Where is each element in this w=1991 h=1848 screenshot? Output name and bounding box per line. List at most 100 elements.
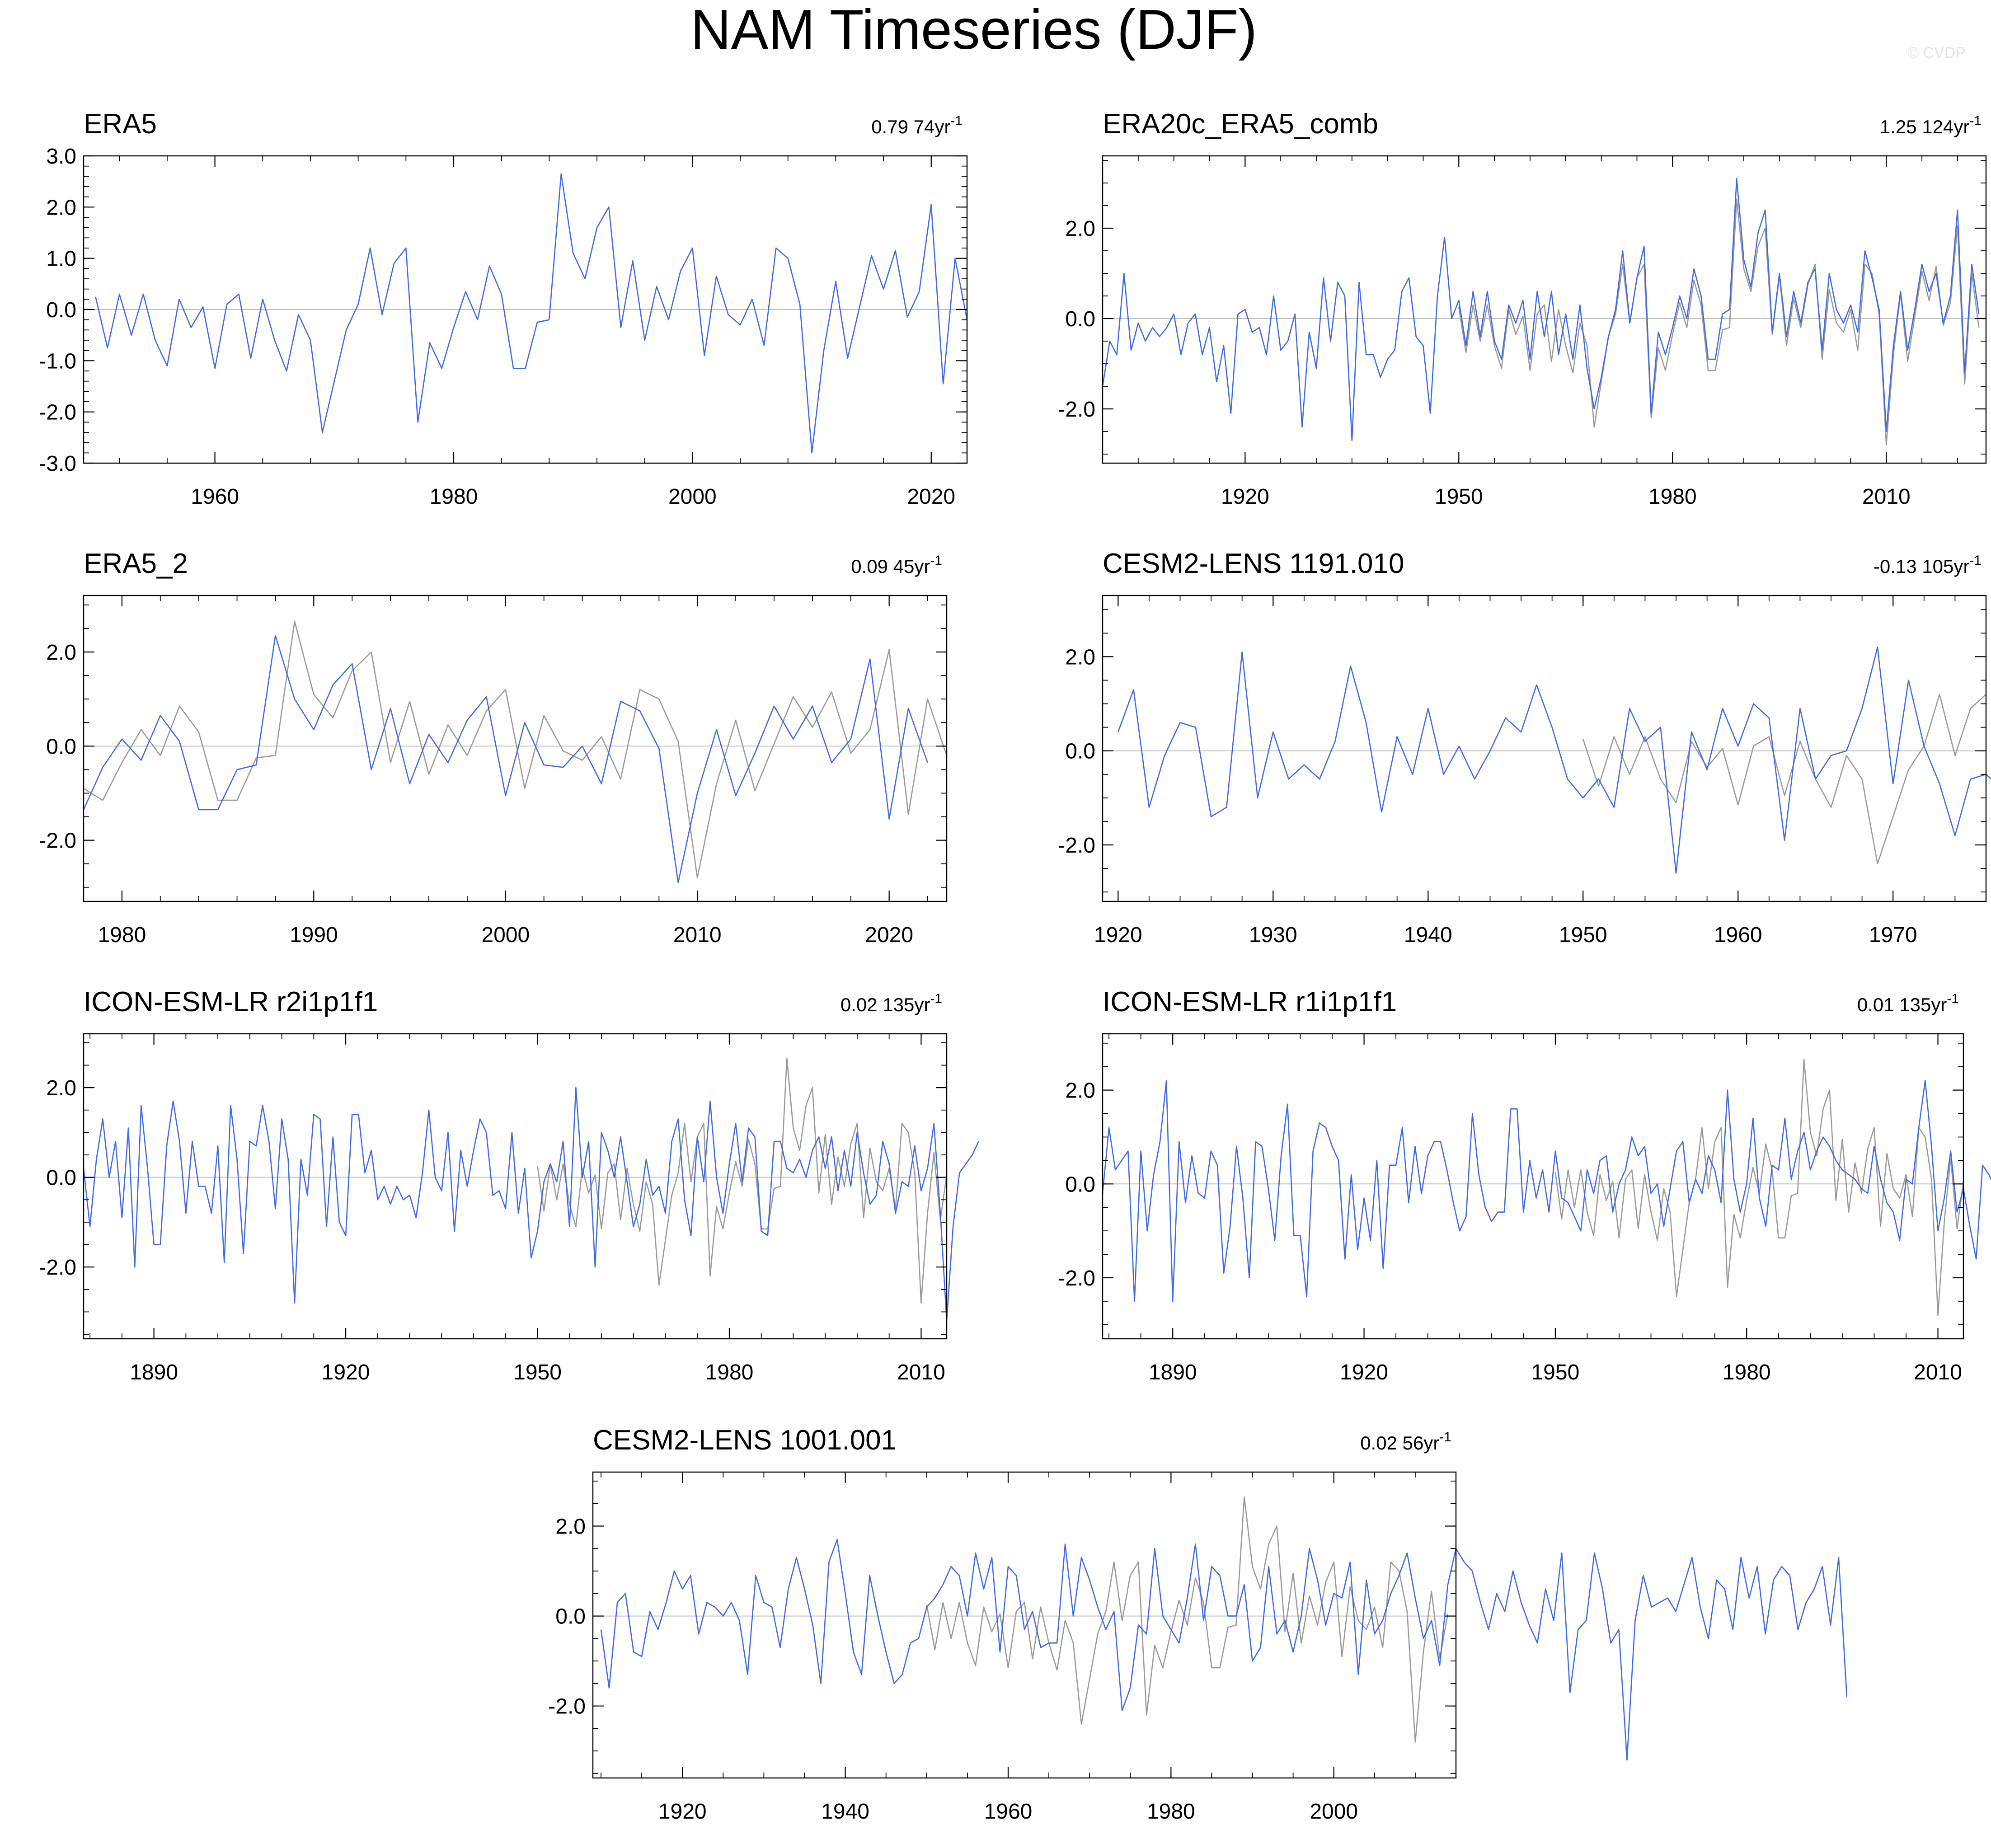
series-line-primary <box>1118 647 1991 874</box>
panel-title: ICON-ESM-LR r2i1p1f1 <box>84 986 378 1018</box>
y-tick-label: -2.0 <box>548 1695 586 1719</box>
x-tick-label: 1980 <box>1723 1360 1771 1384</box>
x-tick-label: 2020 <box>865 923 913 947</box>
y-tick-label: 2.0 <box>555 1515 586 1538</box>
series-line-secondary <box>537 1058 948 1304</box>
x-tick-label: 2010 <box>897 1360 945 1384</box>
x-tick-label: 1920 <box>322 1360 370 1384</box>
panel-stat: 1.25 124yr-1 <box>1880 113 1982 137</box>
plot-frame <box>592 1471 1457 1779</box>
y-tick-label: 0.0 <box>46 298 76 322</box>
plot-frame <box>83 595 948 902</box>
y-tick-label: 2.0 <box>46 641 76 665</box>
y-tick-label: 2.0 <box>1065 1079 1095 1103</box>
x-tick-label: 1890 <box>130 1360 178 1384</box>
y-tick-label: 2.0 <box>46 1076 76 1100</box>
x-tick-label: 1920 <box>1221 485 1269 509</box>
panel-stat: 0.02 56yr-1 <box>1360 1430 1451 1454</box>
y-tick-label: 0.0 <box>1065 1173 1095 1196</box>
x-tick-label: 1890 <box>1149 1360 1197 1384</box>
y-tick-label: 0.0 <box>46 1166 76 1190</box>
x-tick-label: 1940 <box>821 1800 869 1824</box>
y-tick-label: 3.0 <box>46 145 76 169</box>
y-tick-label: -2.0 <box>1058 398 1095 422</box>
chart-panel: 2.0 0.0 -2.0 1890 1920 1950 1980 2010 ICON-ESM-L… <box>1058 986 1991 1384</box>
series-line-primary <box>1102 178 1980 441</box>
panel-stat: 0.79 74yr-1 <box>871 113 963 137</box>
x-tick-label: 1930 <box>1249 923 1297 947</box>
y-tick-label: -2.0 <box>1058 1266 1095 1290</box>
x-tick-label: 1970 <box>1869 923 1917 947</box>
x-tick-label: 1980 <box>1648 485 1697 509</box>
x-tick-label: 1920 <box>1094 923 1142 947</box>
x-tick-label: 2010 <box>1862 485 1911 509</box>
series-line-secondary <box>1582 694 1986 864</box>
series-line-primary <box>83 1087 979 1322</box>
x-tick-label: 1950 <box>513 1360 562 1384</box>
y-tick-label: 1.0 <box>46 247 76 271</box>
y-tick-label: -3.0 <box>39 452 76 476</box>
y-tick-label: -1.0 <box>39 349 76 373</box>
series-line-primary <box>600 1539 1848 1761</box>
y-tick-label: 0.0 <box>46 735 76 759</box>
y-tick-label: 2.0 <box>46 196 76 220</box>
x-tick-label: 1980 <box>705 1360 754 1384</box>
x-tick-label: 2020 <box>907 485 955 509</box>
panel-stat: 0.02 135yr-1 <box>841 991 942 1015</box>
plot-frame <box>83 1033 948 1340</box>
y-tick-label: -2.0 <box>39 401 76 425</box>
plot-frame <box>1102 595 1987 902</box>
panel-title: CESM2-LENS 1191.010 <box>1103 548 1404 579</box>
chart-panel: 3.0 2.0 1.0 0.0 -1.0 -2.0 -3.0 1960 1980 2000 2020… <box>39 108 968 509</box>
panel-title: ERA5 <box>84 108 157 140</box>
x-tick-label: 1990 <box>290 923 338 947</box>
series-line-primary <box>83 635 928 883</box>
panel-title: ERA20c_ERA5_comb <box>1103 108 1378 140</box>
y-tick-label: 0.0 <box>1065 307 1095 331</box>
x-tick-label: 1940 <box>1404 923 1452 947</box>
chart-panel: 2.0 0.0 -2.0 1920 1930 1940 1950 1960 1970 CESM2-… <box>1058 548 1991 947</box>
panels: 3.0 2.0 1.0 0.0 -1.0 -2.0 -3.0 1960 1980 2000 2020… <box>39 108 1991 1824</box>
chart-panel: 2.0 0.0 -2.0 1920 1950 1980 2010 ERA20c_ERA5_co… <box>1058 108 1987 509</box>
x-tick-label: 1980 <box>430 485 478 509</box>
panel-stat: -0.13 105yr-1 <box>1874 553 1982 577</box>
x-tick-label: 1920 <box>658 1800 707 1824</box>
plot-frame <box>1102 1033 1964 1340</box>
chart-panel: 2.0 0.0 -2.0 1890 1920 1950 1980 2010 ICON-ESM-L… <box>39 986 979 1384</box>
x-tick-label: 1980 <box>98 923 146 947</box>
chart-panel: 2.0 0.0 -2.0 1920 1940 1960 1980 2000 CESM2-LENS… <box>548 1425 1848 1824</box>
y-tick-label: -2.0 <box>39 1256 76 1280</box>
panel-title: CESM2-LENS 1001.001 <box>593 1425 897 1456</box>
x-tick-label: 2010 <box>673 923 722 947</box>
x-tick-label: 1980 <box>1147 1800 1195 1824</box>
x-tick-label: 1950 <box>1531 1360 1579 1384</box>
x-tick-label: 1920 <box>1340 1360 1388 1384</box>
x-tick-label: 2000 <box>668 485 717 509</box>
y-tick-label: -2.0 <box>39 829 76 853</box>
x-tick-label: 2000 <box>1310 1800 1358 1824</box>
series-line-secondary <box>1458 198 1980 446</box>
series-line-primary <box>95 173 968 454</box>
series-line-secondary <box>83 621 948 879</box>
x-tick-label: 1960 <box>1714 923 1762 947</box>
x-tick-label: 1950 <box>1435 485 1483 509</box>
chart-panel: 2.0 0.0 -2.0 1980 1990 2000 2010 2020 ERA5_2 0.09… <box>39 548 948 947</box>
y-tick-label: -2.0 <box>1058 834 1095 858</box>
series-line-secondary <box>1554 1059 1964 1316</box>
x-tick-label: 1960 <box>191 485 239 509</box>
x-tick-label: 2000 <box>481 923 530 947</box>
watermark: © CVDP <box>1907 44 1966 61</box>
panel-stat: 0.09 45yr-1 <box>851 553 942 577</box>
x-tick-label: 1960 <box>984 1800 1033 1824</box>
series-line-primary <box>1102 1080 1991 1302</box>
y-tick-label: 0.0 <box>555 1605 586 1629</box>
x-tick-label: 1950 <box>1559 923 1607 947</box>
panel-title: ERA5_2 <box>84 548 188 579</box>
y-tick-label: 2.0 <box>1065 645 1095 669</box>
y-tick-label: 2.0 <box>1065 217 1095 241</box>
panel-stat: 0.01 135yr-1 <box>1857 991 1959 1015</box>
plot-frame <box>1102 155 1987 464</box>
series-line-secondary <box>926 1496 1449 1743</box>
figure-title: NAM Timeseries (DJF) <box>690 0 1257 61</box>
